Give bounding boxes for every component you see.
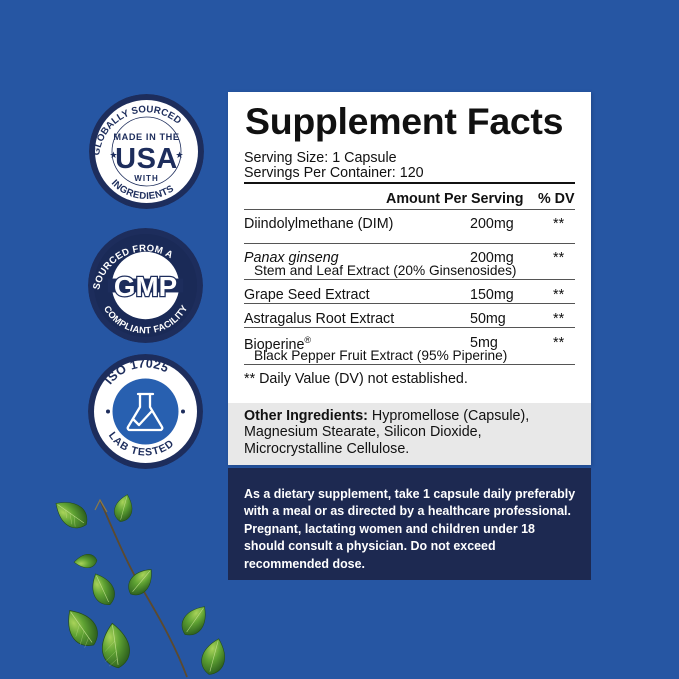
svg-text:GMP: GMP bbox=[114, 271, 177, 302]
svg-text:MADE IN THE: MADE IN THE bbox=[113, 132, 179, 142]
svg-text:USA: USA bbox=[115, 143, 178, 175]
svg-text:WITH: WITH bbox=[134, 174, 158, 183]
